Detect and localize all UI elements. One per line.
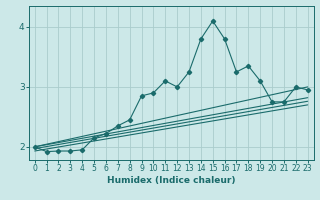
- X-axis label: Humidex (Indice chaleur): Humidex (Indice chaleur): [107, 176, 236, 185]
